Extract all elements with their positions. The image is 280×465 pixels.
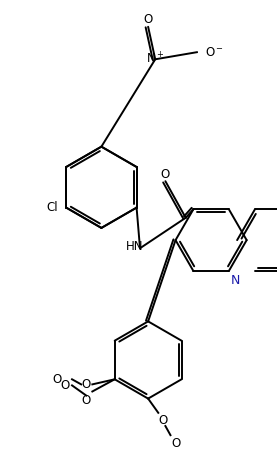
Text: O: O [159, 414, 168, 427]
Text: O$^-$: O$^-$ [205, 46, 224, 59]
Text: HN: HN [125, 240, 143, 252]
Text: O: O [161, 167, 170, 180]
Text: O: O [53, 373, 62, 386]
Text: O: O [144, 13, 153, 26]
Text: N$^+$: N$^+$ [146, 52, 164, 67]
Text: Cl: Cl [46, 201, 58, 214]
Text: N: N [231, 274, 240, 287]
Text: O: O [81, 393, 90, 406]
Text: O: O [82, 378, 91, 391]
Text: O: O [171, 437, 180, 450]
Text: O: O [61, 379, 70, 392]
